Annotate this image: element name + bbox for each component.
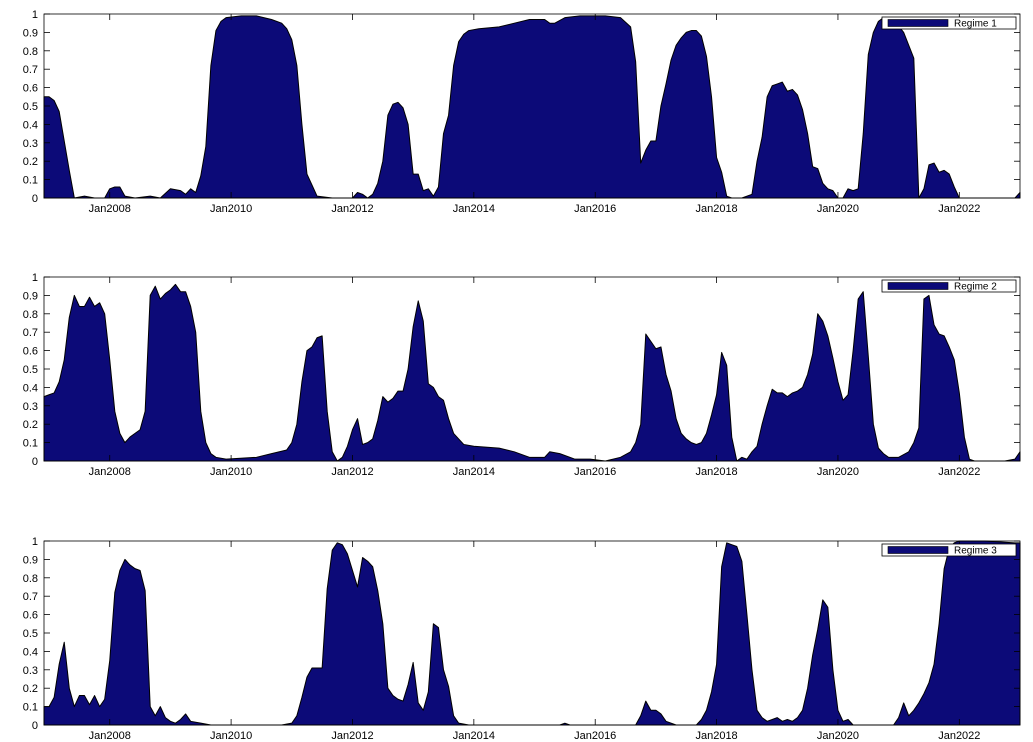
y-tick-label: 0.1 bbox=[23, 175, 38, 187]
x-tick-label: Jan2010 bbox=[210, 466, 252, 478]
regime-1-panel: 0 0.1 0.2 0.3 0.4 0.5 0.6 0.7 0.8 0.9 1 Jan2008 Jan2… bbox=[23, 9, 1021, 215]
regime-3-panel: 0 0.1 0.2 0.3 0.4 0.5 0.6 0.7 0.8 0.9 1 Jan2008 Jan2… bbox=[23, 536, 1021, 742]
regime-3-area bbox=[43, 540, 1021, 726]
x-tick-label: Jan2018 bbox=[695, 730, 737, 742]
regime-1-area bbox=[43, 15, 1021, 199]
x-tick-label: Jan2008 bbox=[89, 466, 131, 478]
y-tick-label: 0.2 bbox=[23, 156, 38, 168]
legend-label: Regime 1 bbox=[954, 19, 997, 30]
legend-label: Regime 2 bbox=[954, 282, 997, 293]
y-tick-label: 1 bbox=[32, 9, 38, 21]
y-tick-label: 0.7 bbox=[23, 591, 38, 603]
legend: Regime 3 bbox=[881, 543, 1017, 557]
x-tick-label: Jan2014 bbox=[453, 203, 495, 215]
x-tick-label: Jan2012 bbox=[331, 203, 373, 215]
x-tick-label: Jan2010 bbox=[210, 203, 252, 215]
y-tick-label: 0.8 bbox=[23, 573, 38, 585]
y-tick-label: 0.5 bbox=[23, 364, 38, 376]
x-tick-label: Jan2022 bbox=[938, 203, 980, 215]
y-tick-label: 0.8 bbox=[23, 46, 38, 58]
y-tick-label: 0.2 bbox=[23, 683, 38, 695]
x-tick-label: Jan2018 bbox=[695, 466, 737, 478]
x-tick-label: Jan2008 bbox=[89, 730, 131, 742]
x-tick-label: Jan2016 bbox=[574, 466, 616, 478]
y-tick-label: 0.9 bbox=[23, 27, 38, 39]
x-tick-label: Jan2016 bbox=[574, 203, 616, 215]
x-tick-label: Jan2018 bbox=[695, 203, 737, 215]
y-tick-label: 0.5 bbox=[23, 628, 38, 640]
legend: Regime 1 bbox=[881, 16, 1017, 30]
y-tick-label: 0.2 bbox=[23, 419, 38, 431]
y-tick-label: 0.6 bbox=[23, 83, 38, 95]
y-tick-label: 0.6 bbox=[23, 610, 38, 622]
x-tick-label: Jan2014 bbox=[453, 466, 495, 478]
y-tick-label: 0.1 bbox=[23, 702, 38, 714]
axes-box bbox=[43, 540, 1021, 726]
legend-swatch bbox=[887, 546, 949, 554]
x-tick-label: Jan2020 bbox=[817, 203, 859, 215]
y-tick-label: 0.4 bbox=[23, 646, 38, 658]
legend-label: Regime 3 bbox=[954, 546, 997, 557]
x-tick-label: Jan2012 bbox=[331, 466, 373, 478]
legend-swatch bbox=[887, 19, 949, 27]
y-tick-label: 0.9 bbox=[23, 554, 38, 566]
y-tick-label: 0.3 bbox=[23, 401, 38, 413]
x-tick-label: Jan2022 bbox=[938, 466, 980, 478]
y-tick-label: 0.5 bbox=[23, 101, 38, 113]
y-tick-label: 0 bbox=[32, 456, 38, 468]
legend: Regime 2 bbox=[881, 279, 1017, 293]
y-tick-label: 0.9 bbox=[23, 290, 38, 302]
x-tick-label: Jan2020 bbox=[817, 730, 859, 742]
y-tick-label: 0.8 bbox=[23, 309, 38, 321]
y-tick-label: 0.4 bbox=[23, 382, 38, 394]
x-tick-label: Jan2016 bbox=[574, 730, 616, 742]
x-tick-label: Jan2022 bbox=[938, 730, 980, 742]
y-tick-label: 0.1 bbox=[23, 438, 38, 450]
x-tick-label: Jan2014 bbox=[453, 730, 495, 742]
y-tick-label: 0 bbox=[32, 720, 38, 732]
y-tick-label: 1 bbox=[32, 272, 38, 284]
legend-swatch bbox=[887, 282, 949, 290]
x-tick-label: Jan2008 bbox=[89, 203, 131, 215]
y-tick-label: 0.7 bbox=[23, 64, 38, 76]
y-tick-label: 0.7 bbox=[23, 327, 38, 339]
y-tick-label: 1 bbox=[32, 536, 38, 548]
regime-2-panel: 0 0.1 0.2 0.3 0.4 0.5 0.6 0.7 0.8 0.9 1 Jan2008 Jan2… bbox=[23, 272, 1021, 478]
y-tick-label: 0 bbox=[32, 193, 38, 205]
y-tick-label: 0.3 bbox=[23, 138, 38, 150]
x-tick-label: Jan2010 bbox=[210, 730, 252, 742]
y-tick-label: 0.3 bbox=[23, 665, 38, 677]
y-tick-label: 0.6 bbox=[23, 346, 38, 358]
y-tick-label: 0.4 bbox=[23, 119, 38, 131]
x-tick-label: Jan2020 bbox=[817, 466, 859, 478]
x-tick-label: Jan2012 bbox=[331, 730, 373, 742]
regime-2-area bbox=[43, 283, 1021, 462]
